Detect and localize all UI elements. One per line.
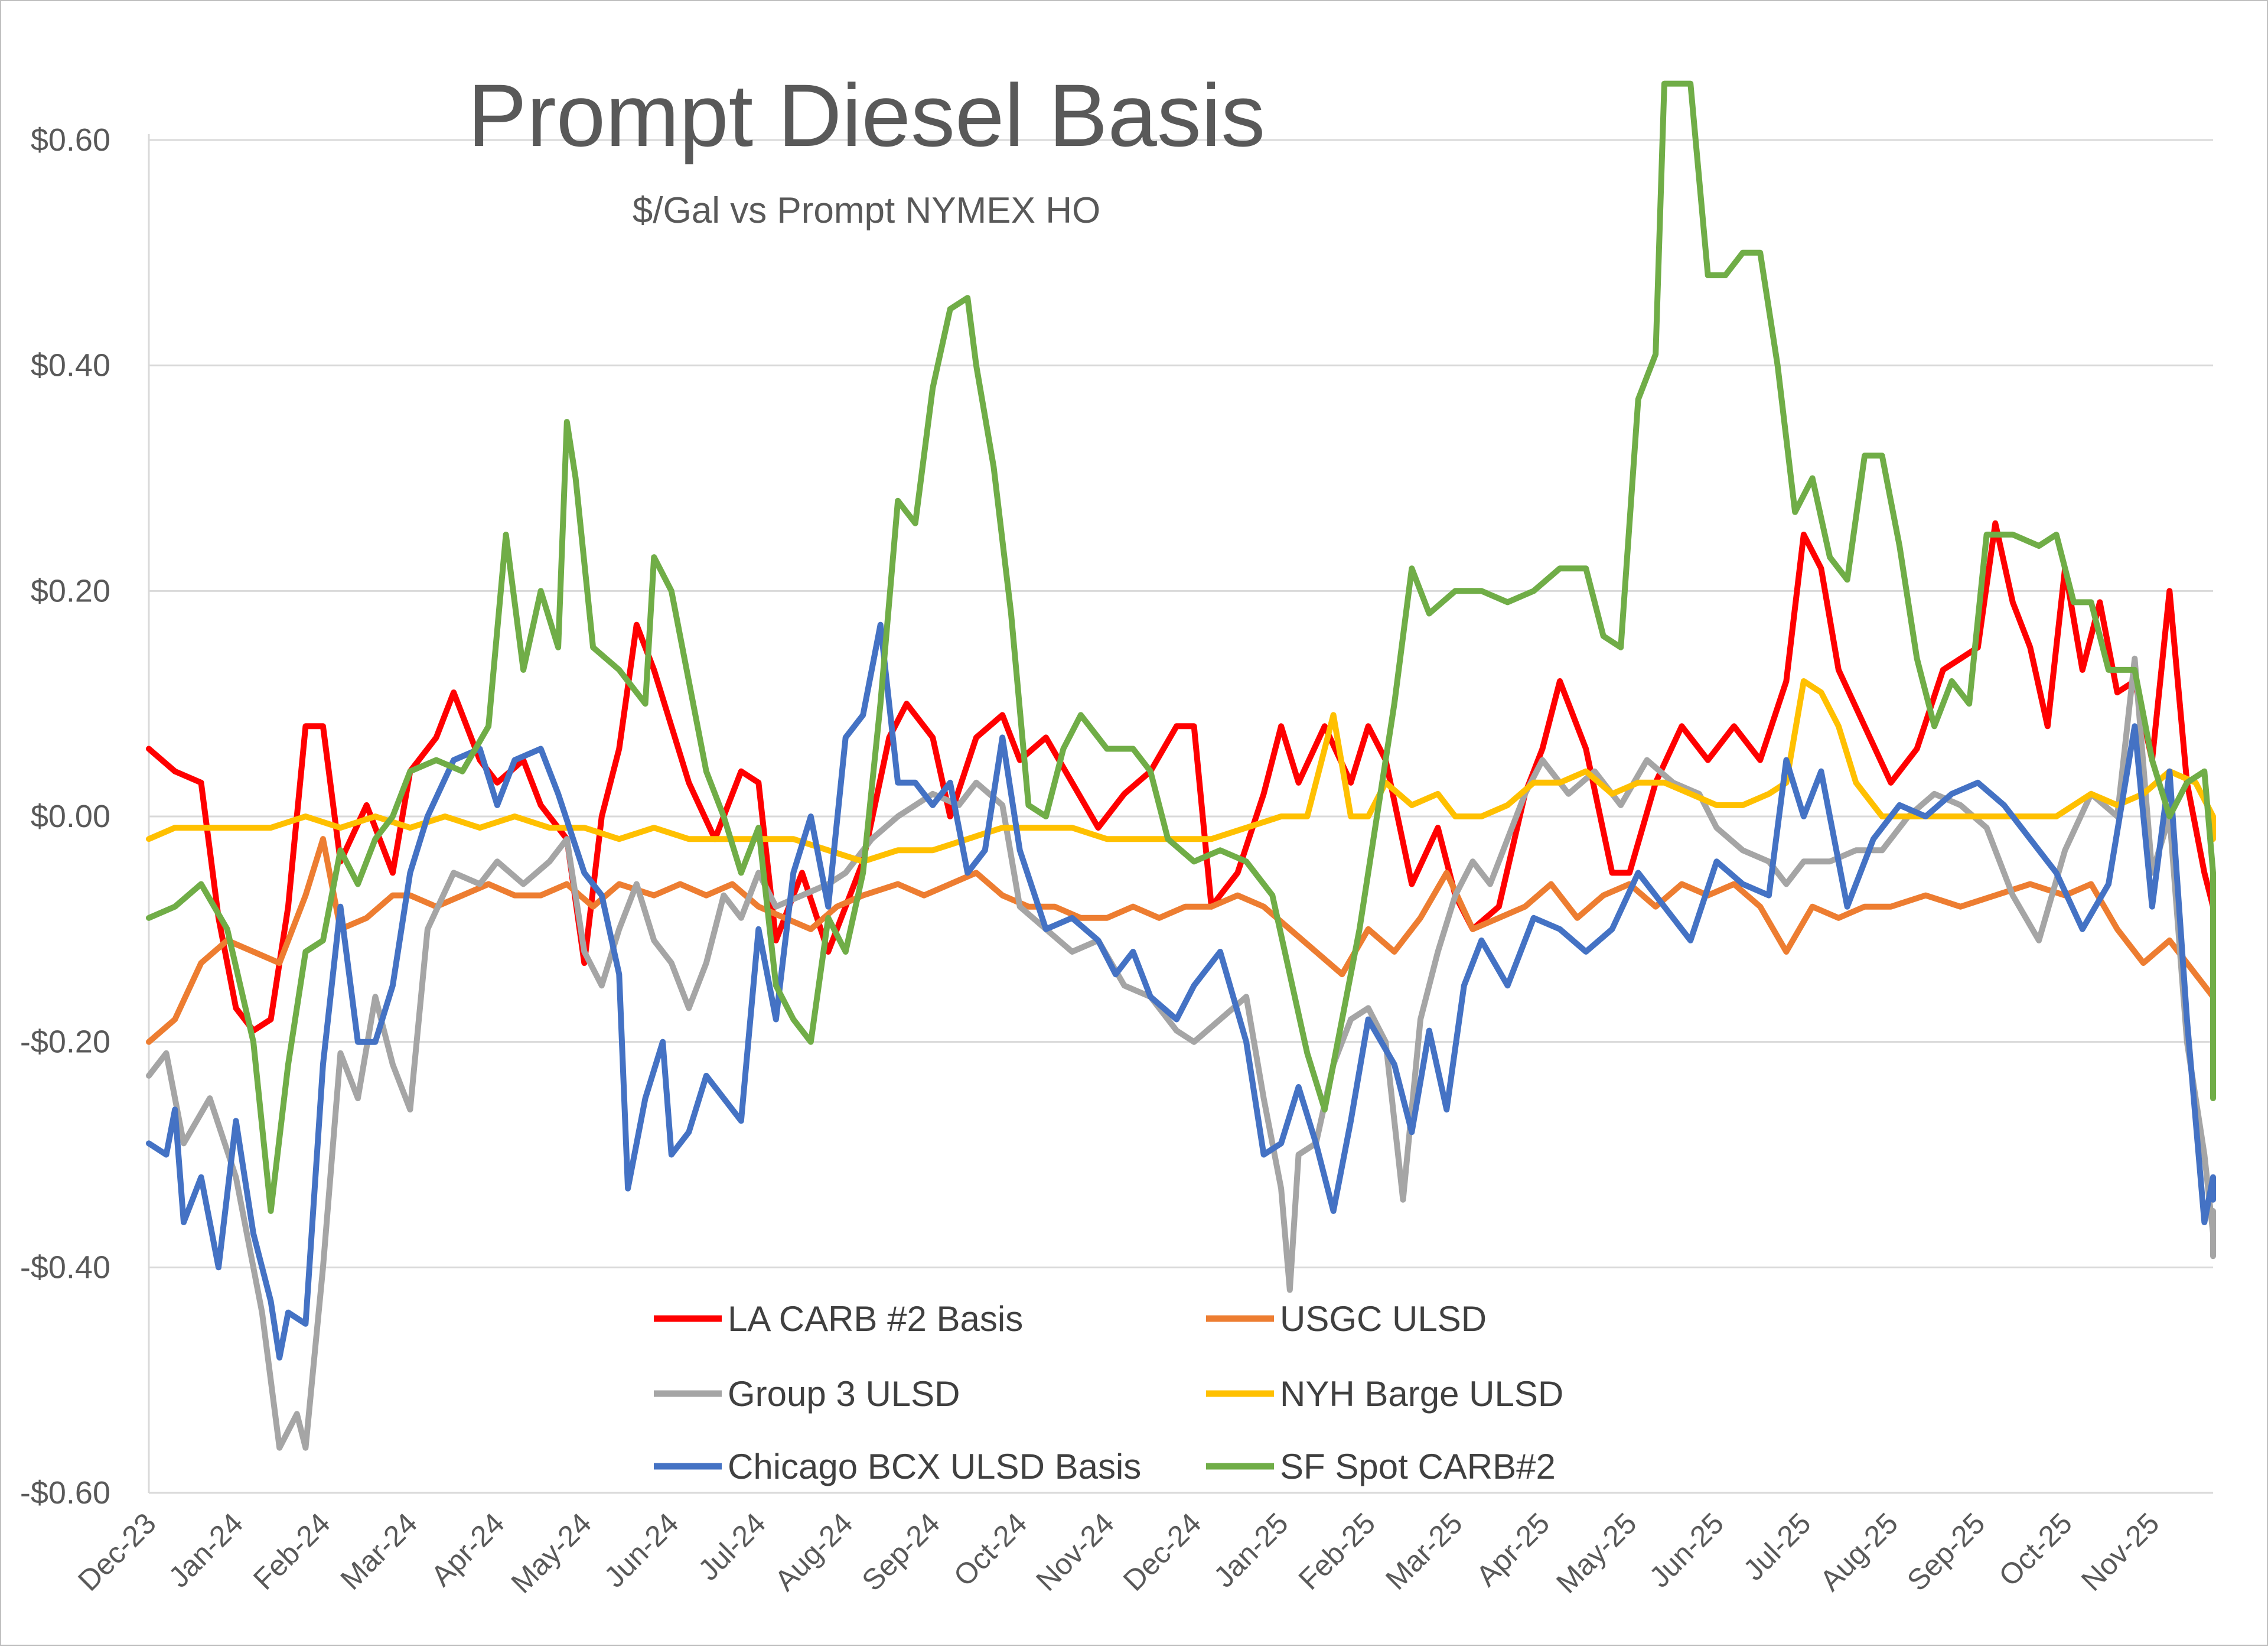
series-line-1 xyxy=(146,520,2216,1034)
series-line-6 xyxy=(146,80,2216,1214)
y-tick-label: -$0.20 xyxy=(20,1024,110,1060)
x-tick-label: Sep-25 xyxy=(1901,1506,1992,1597)
y-tick-label: $0.60 xyxy=(31,122,110,158)
x-tick-label: Apr-25 xyxy=(1470,1506,1556,1593)
series-line-5 xyxy=(146,621,2216,1361)
series-line-4 xyxy=(146,678,2216,865)
x-tick-label: Jun-24 xyxy=(598,1506,685,1594)
x-tick-label: Jul-25 xyxy=(1737,1506,1817,1587)
series-line-3 xyxy=(146,655,2216,1451)
x-tick-label: Jul-24 xyxy=(692,1506,772,1587)
x-tick-label: Apr-24 xyxy=(425,1506,511,1593)
x-tick-label: Mar-24 xyxy=(334,1506,424,1596)
y-tick-label: -$0.40 xyxy=(20,1249,110,1285)
x-tick-label: Mar-25 xyxy=(1379,1506,1469,1596)
series-line-2 xyxy=(146,836,2216,1045)
x-tick-label: Jun-25 xyxy=(1643,1506,1731,1594)
y-tick-label: $0.40 xyxy=(31,348,110,383)
x-tick-label: May-25 xyxy=(1550,1506,1643,1599)
legend-label: NYH Barge ULSD xyxy=(1280,1374,1563,1414)
x-tick-label: Jan-25 xyxy=(1207,1506,1295,1594)
x-tick-label: Feb-24 xyxy=(247,1506,337,1596)
x-tick-label: Oct-25 xyxy=(1992,1506,2078,1593)
chart-title: Prompt Diesel Basis xyxy=(468,66,1265,165)
x-tick-label: Nov-25 xyxy=(2075,1506,2166,1597)
x-tick-label: Jan-24 xyxy=(162,1506,250,1594)
x-tick-label: Nov-24 xyxy=(1029,1506,1120,1597)
y-tick-label: $0.20 xyxy=(31,573,110,608)
legend-label: Chicago BCX ULSD Basis xyxy=(728,1447,1141,1486)
x-tick-label: Sep-24 xyxy=(855,1506,946,1597)
legend-label: LA CARB #2 Basis xyxy=(728,1299,1023,1339)
legend-label: SF Spot CARB#2 xyxy=(1280,1447,1556,1486)
legend-label: Group 3 ULSD xyxy=(728,1374,960,1414)
gridlines xyxy=(148,134,2213,1494)
x-tick-label: Dec-23 xyxy=(71,1506,162,1597)
legend: LA CARB #2 Basis USGC ULSD Group 3 ULSD NYH… xyxy=(654,1299,1563,1486)
chart-subtitle: $/Gal vs Prompt NYMEX HO xyxy=(633,190,1100,231)
y-tick-label: $0.00 xyxy=(31,799,110,834)
y-axis-tick-labels: $0.60 $0.40 $0.20 $0.00 -$0.20 -$0.40 -$0.60 xyxy=(20,122,110,1511)
x-tick-label: Aug-25 xyxy=(1814,1506,1905,1597)
x-tick-label: Dec-24 xyxy=(1117,1506,1208,1597)
legend-label: USGC ULSD xyxy=(1280,1299,1487,1339)
series-lines xyxy=(146,80,2216,1451)
x-tick-label: Oct-24 xyxy=(947,1506,1034,1593)
x-tick-label: Aug-24 xyxy=(768,1506,859,1597)
x-tick-label: May-24 xyxy=(505,1506,598,1599)
x-tick-label: Feb-25 xyxy=(1292,1506,1382,1596)
y-tick-label: -$0.60 xyxy=(20,1475,110,1511)
